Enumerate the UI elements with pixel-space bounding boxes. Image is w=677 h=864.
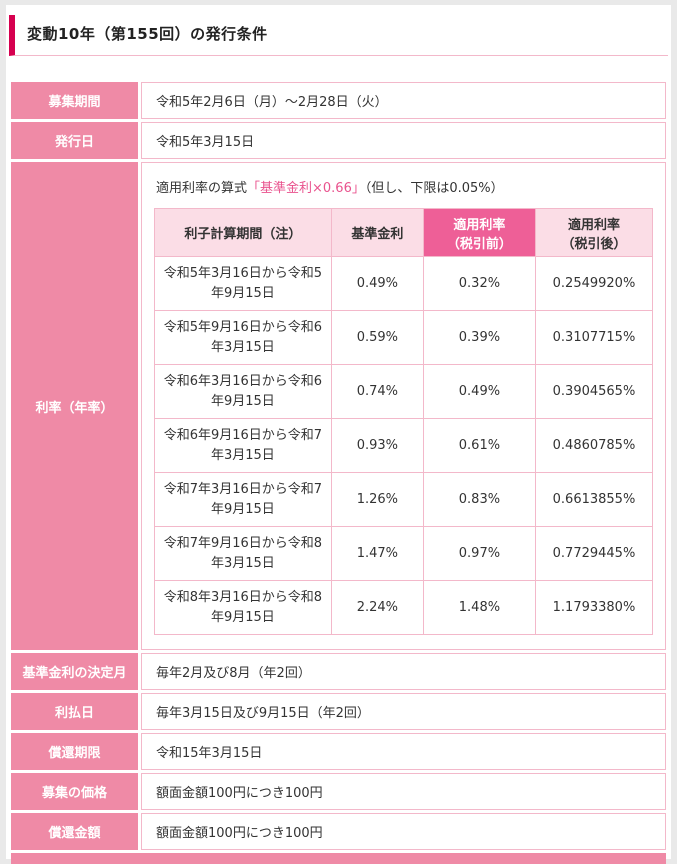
row-value-interest-payment-date: 毎年3月15日及び9月15日（年2回）: [141, 693, 666, 730]
rate-row: 令和5年9月16日から令和6年3月15日 0.59% 0.39% 0.31077…: [154, 310, 654, 365]
rate-posttax-cell: 1.1793380%: [534, 580, 654, 635]
row-label-base-rate-decision-month: 基準金利の決定月: [11, 653, 138, 690]
row-value-redemption-amount: 額面金額100円につき100円: [141, 813, 666, 850]
rate-base-cell: 0.74%: [330, 364, 424, 419]
row-interest-payment-date: 利払日 毎年3月15日及び9月15日（年2回）: [11, 693, 666, 730]
rate-table-header-row: 利子計算期間（注） 基準金利 適用利率 （税引前） 適用利率 （税引後）: [154, 208, 654, 257]
row-label-issue-date: 発行日: [11, 122, 138, 159]
rate-base-cell: 0.49%: [330, 256, 424, 311]
rate-posttax-cell: 0.3904565%: [534, 364, 654, 419]
rate-period-cell: 令和8年3月16日から令和8年9月15日: [154, 580, 332, 635]
row-redemption-date: 償還期限 令和15年3月15日: [11, 733, 666, 770]
row-label-redemption-amount: 償還金額: [11, 813, 138, 850]
formula-suffix: （但し、下限は0.05%）: [364, 181, 504, 196]
row-offering-price: 募集の価格 額面金額100円につき100円: [11, 773, 666, 810]
rate-row: 令和7年9月16日から令和8年3月15日 1.47% 0.97% 0.77294…: [154, 526, 654, 581]
applied-rate-formula: 適用利率の算式「基準金利×0.66」（但し、下限は0.05%）: [156, 177, 653, 196]
rate-period-cell: 令和7年3月16日から令和7年9月15日: [154, 472, 332, 527]
rate-pretax-cell: 1.48%: [422, 580, 536, 635]
rate-pretax-cell: 0.39%: [422, 310, 536, 365]
rate-pretax-cell: 0.32%: [422, 256, 536, 311]
rate-base-cell: 1.26%: [330, 472, 424, 527]
row-redemption-amount: 償還金額 額面金額100円につき100円: [11, 813, 666, 850]
formula-prefix: 適用利率の算式: [156, 181, 248, 196]
rate-table: 利子計算期間（注） 基準金利 適用利率 （税引前） 適用利率 （税引後） 令和5…: [154, 208, 654, 635]
header-interest-period: 利子計算期間（注）: [154, 208, 332, 257]
row-label-interest-payment-date: 利払日: [11, 693, 138, 730]
rate-posttax-cell: 0.3107715%: [534, 310, 654, 365]
row-value-redemption-date: 令和15年3月15日: [141, 733, 666, 770]
header-applied-rate-posttax: 適用利率 （税引後）: [534, 208, 654, 257]
row-label-redemption-date: 償還期限: [11, 733, 138, 770]
rate-pretax-cell: 0.61%: [422, 418, 536, 473]
rate-pretax-cell: 0.97%: [422, 526, 536, 581]
rate-posttax-cell: 0.4860785%: [534, 418, 654, 473]
header-base-rate: 基準金利: [330, 208, 424, 257]
row-value-base-rate-decision-month: 毎年2月及び8月（年2回）: [141, 653, 666, 690]
rate-pretax-cell: 0.49%: [422, 364, 536, 419]
row-issue-date: 発行日 令和5年3月15日: [11, 122, 666, 159]
rate-period-cell: 令和7年9月16日から令和8年3月15日: [154, 526, 332, 581]
rate-row: 令和7年3月16日から令和7年9月15日 1.26% 0.83% 0.66138…: [154, 472, 654, 527]
page: 変動10年（第155回）の発行条件 募集期間 令和5年2月6日（月）～2月28日…: [6, 5, 671, 864]
rate-period-cell: 令和5年3月16日から令和5年9月15日: [154, 256, 332, 311]
header-applied-rate-pretax: 適用利率 （税引前）: [422, 208, 536, 257]
table-footer-bar: [11, 853, 666, 864]
row-label-offering-period: 募集期間: [11, 82, 138, 119]
bond-conditions-table: 募集期間 令和5年2月6日（月）～2月28日（火） 発行日 令和5年3月15日 …: [11, 82, 666, 850]
row-value-issue-date: 令和5年3月15日: [141, 122, 666, 159]
page-title: 変動10年（第155回）の発行条件: [9, 15, 668, 56]
rate-period-cell: 令和6年3月16日から令和6年9月15日: [154, 364, 332, 419]
formula-highlight: 「基準金利×0.66」: [247, 181, 365, 196]
rate-posttax-cell: 0.6613855%: [534, 472, 654, 527]
row-offering-period: 募集期間 令和5年2月6日（月）～2月28日（火）: [11, 82, 666, 119]
row-value-interest-rate: 適用利率の算式「基準金利×0.66」（但し、下限は0.05%） 利子計算期間（注…: [141, 162, 666, 650]
rate-posttax-cell: 0.2549920%: [534, 256, 654, 311]
row-label-offering-price: 募集の価格: [11, 773, 138, 810]
rate-posttax-cell: 0.7729445%: [534, 526, 654, 581]
row-value-offering-price: 額面金額100円につき100円: [141, 773, 666, 810]
rate-row: 令和8年3月16日から令和8年9月15日 2.24% 1.48% 1.17933…: [154, 580, 654, 635]
rate-row: 令和5年3月16日から令和5年9月15日 0.49% 0.32% 0.25499…: [154, 256, 654, 311]
rate-base-cell: 0.93%: [330, 418, 424, 473]
rate-row: 令和6年9月16日から令和7年3月15日 0.93% 0.61% 0.48607…: [154, 418, 654, 473]
rate-pretax-cell: 0.83%: [422, 472, 536, 527]
row-interest-rate: 利率（年率） 適用利率の算式「基準金利×0.66」（但し、下限は0.05%） 利…: [11, 162, 666, 650]
rate-base-cell: 1.47%: [330, 526, 424, 581]
row-base-rate-decision-month: 基準金利の決定月 毎年2月及び8月（年2回）: [11, 653, 666, 690]
row-value-offering-period: 令和5年2月6日（月）～2月28日（火）: [141, 82, 666, 119]
rate-period-cell: 令和5年9月16日から令和6年3月15日: [154, 310, 332, 365]
rate-row: 令和6年3月16日から令和6年9月15日 0.74% 0.49% 0.39045…: [154, 364, 654, 419]
row-label-interest-rate: 利率（年率）: [11, 162, 138, 650]
rate-period-cell: 令和6年9月16日から令和7年3月15日: [154, 418, 332, 473]
rate-base-cell: 0.59%: [330, 310, 424, 365]
rate-base-cell: 2.24%: [330, 580, 424, 635]
